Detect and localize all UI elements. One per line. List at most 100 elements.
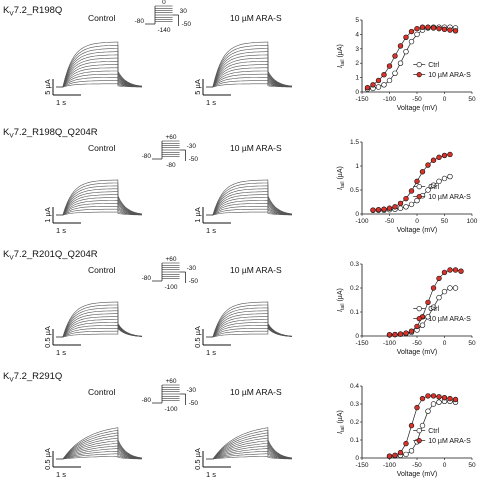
plot-3-y-tick-label: 0.4 — [350, 383, 359, 390]
plot-0-y-tick-label: 3 — [355, 46, 359, 53]
panel-1-control-trace — [56, 188, 143, 216]
panel-3-drug-trace — [206, 429, 293, 460]
plot-0-ara-point — [441, 26, 448, 33]
plot-3-ctrl-point — [425, 408, 431, 414]
panel-0-control-trace — [56, 73, 142, 88]
panel-1-control-trace — [56, 182, 143, 216]
plot-1-x-tick-label: -50 — [385, 218, 395, 225]
plot-2-x-axis-label: Voltage (mV) — [397, 349, 437, 356]
plot-2-ara-point — [430, 285, 437, 291]
plot-3-x-tick-label: 50 — [468, 462, 476, 469]
plot-3-y-axis-label: Itail (µA) — [337, 410, 346, 434]
panel-3-title: KV7.2_R291Q — [3, 371, 62, 384]
protocol-2-bottom-label: -100 — [164, 284, 177, 291]
panel-3-control-trace — [56, 435, 143, 460]
protocol-3-tail-label: -30 — [187, 387, 197, 394]
panel-1-drug-label: 10 µM ARA-S — [230, 143, 282, 153]
panel-1-control-trace — [56, 194, 143, 216]
plot-1-legend-marker-1 — [416, 194, 422, 200]
plot-2-ara-point — [408, 328, 415, 334]
plot-3-legend-label-0: Ctrl — [428, 428, 439, 435]
plot-3-y-tick-label: 0.1 — [350, 437, 359, 444]
plot-1-ctrl-point — [436, 178, 442, 185]
plot-1-legend-label-0: Ctrl — [428, 184, 439, 191]
panel-3-control-trace — [56, 429, 143, 460]
plot-3-ara-point — [408, 422, 415, 429]
plot-0-ctrl-point — [386, 77, 393, 84]
panel-2-drug-current-scalebar-label: 0.5 µA — [193, 326, 202, 348]
plot-0-ara-point — [386, 63, 393, 69]
panel-3-control-label: Control — [88, 387, 116, 397]
plot-1-ctrl-point — [414, 197, 420, 204]
plot-3-x-tick-label: -150 — [355, 462, 368, 469]
panel-1-control-trace — [56, 179, 143, 216]
plot-2-y-tick-label: 0.3 — [350, 261, 359, 268]
protocol-1-return-label: -50 — [189, 156, 199, 163]
panel-1-drug-trace — [206, 206, 293, 216]
panel-3-drug-trace — [206, 435, 293, 460]
panel-3-control-trace — [56, 432, 143, 460]
panel-r291q: KV7.2_R291Q Control 10 µM ARA-S +60 -30 -80 -5… — [3, 371, 476, 479]
plot-1-y-axis-label: Itail (µA) — [337, 166, 346, 190]
plot-1-ara-point — [447, 151, 453, 158]
panel-1-control-trace — [56, 185, 143, 216]
panel-0-control-current-scalebar-label: 5 µA — [43, 79, 52, 95]
panel-3-drug-trace — [206, 448, 293, 460]
plot-0-ctrl-point — [392, 70, 398, 76]
plot-3-legend-label-1: 10 µM ARA-S — [428, 438, 471, 445]
protocol-1-holding-label: -80 — [142, 153, 152, 160]
protocol-0-bottom-label: -140 — [157, 27, 170, 34]
plot-1-x-tick-label: 50 — [441, 218, 449, 225]
plot-3-y-tick-label: 0.2 — [350, 419, 359, 426]
panel-1-drug-trace — [206, 208, 292, 216]
plot-1-ara-point — [403, 195, 409, 202]
panel-0-drug-trace — [206, 57, 293, 88]
panel-2-drug-time-scalebar-label: 1 s — [206, 348, 216, 357]
panel-3-control-trace — [56, 453, 142, 460]
plot-0-ara-point — [381, 72, 387, 78]
plot-2-x-tick-label: -150 — [355, 340, 368, 347]
panel-0-control-time-scalebar-label: 1 s — [56, 98, 66, 107]
plot-1-ctrl-point — [397, 205, 404, 211]
plot-3-ara-point — [436, 394, 442, 400]
plot-0-ara-point — [452, 28, 459, 34]
panel-0-drug-trace — [206, 73, 292, 88]
panel-3-drug-current-scalebar-label: 0.5 µA — [193, 448, 202, 470]
plot-0-ara-point — [364, 84, 371, 91]
plot-2-x-tick-label: 50 — [468, 340, 476, 347]
plot-3-legend-marker-1 — [416, 438, 422, 444]
plot-0-ara-point — [430, 25, 437, 31]
panel-1-drug-time-scalebar-label: 1 s — [206, 226, 216, 235]
plot-1-ctrl-point — [408, 201, 415, 208]
plot-3-ara-point — [419, 395, 426, 402]
plot-0-ara-point — [397, 43, 404, 49]
plot-0-y-tick-label: 5 — [355, 17, 359, 24]
protocol-3-holding-label: -80 — [142, 397, 152, 404]
protocol-0-return-label: -50 — [182, 21, 192, 28]
panel-1-drug-trace — [206, 188, 293, 216]
panel-3-drug-trace — [206, 456, 292, 460]
panel-r201q-q204r: KV7.2_R201Q_Q204R Control 10 µM ARA-S +60 -3… — [3, 249, 476, 357]
panel-r198q-q204r: KV7.2_R198Q_Q204R Control 10 µM ARA-S +60 -3… — [3, 127, 478, 235]
plot-1-ara-point — [419, 169, 426, 175]
plot-0-ara-point — [447, 27, 453, 33]
plot-2-ara-point — [425, 299, 431, 306]
protocol-0-holding-label: -80 — [135, 18, 145, 25]
plot-0-ara-point — [414, 25, 420, 32]
panel-3-control-trace — [56, 448, 143, 460]
plot-2-x-tick-label: -50 — [412, 340, 422, 347]
panel-3-control-trace — [56, 440, 143, 460]
plot-1-ara-point — [414, 178, 420, 185]
plot-3-y-tick-label: 0.3 — [350, 401, 359, 408]
panel-2-drug-trace — [206, 301, 293, 338]
plot-0-y-tick-label: 0 — [355, 89, 359, 96]
panel-0-control-trace — [56, 48, 143, 88]
panel-3-drug-trace — [206, 437, 293, 460]
plot-0-y-axis-label: Itail (µA) — [337, 44, 346, 68]
panel-3-drug-trace — [206, 440, 293, 460]
plot-2-ctrl-point — [419, 322, 426, 328]
panel-0-title: KV7.2_R198Q — [3, 5, 62, 18]
panel-1-drug-trace — [206, 202, 293, 216]
plot-3-ara-point — [392, 452, 398, 458]
